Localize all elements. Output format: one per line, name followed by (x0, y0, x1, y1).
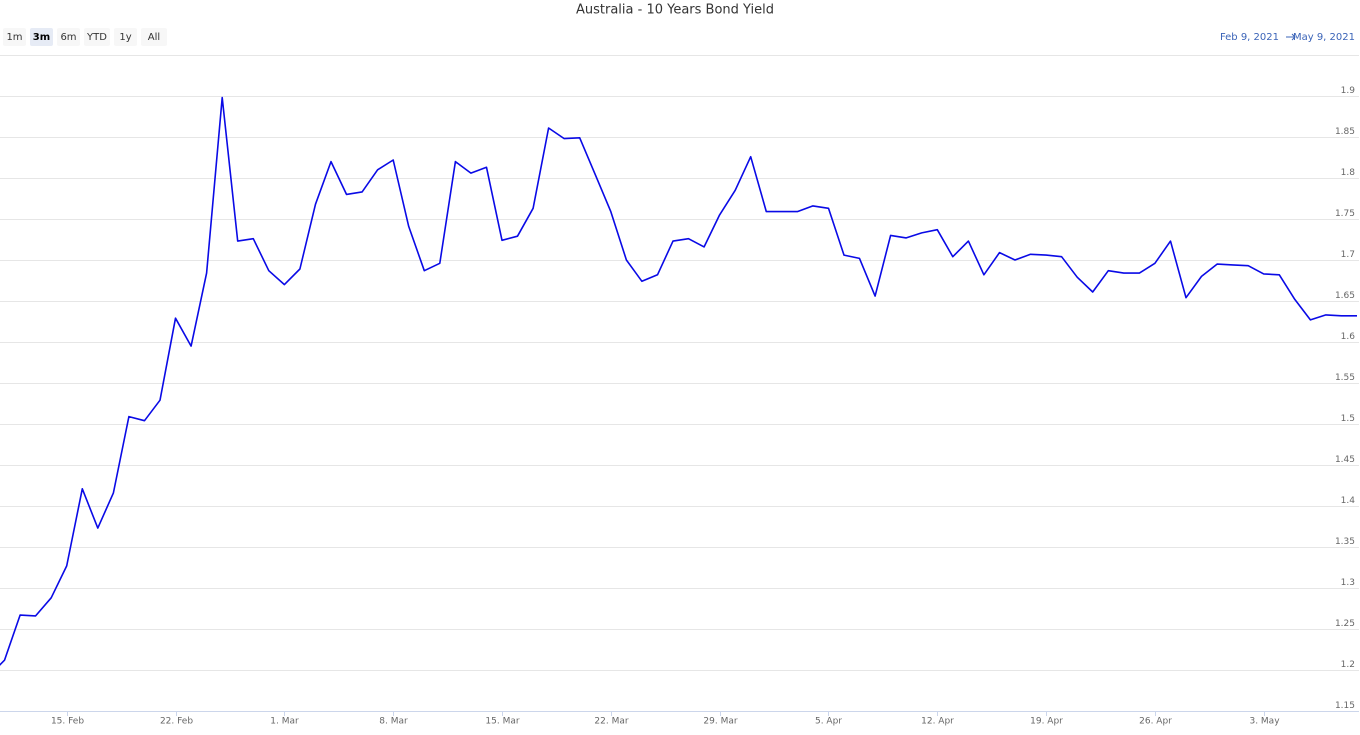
series-layer (0, 96, 1357, 666)
range-button[interactable]: 1m (3, 28, 26, 46)
date-range: Feb 9, 2021 May 9, 2021 (1220, 32, 1355, 43)
x-tick-label: 15. Mar (485, 717, 519, 727)
y-tick-label: 1.4 (1341, 496, 1356, 506)
y-tick-label: 1.45 (1335, 455, 1355, 465)
y-tick-label: 1.2 (1341, 660, 1355, 670)
range-button[interactable]: YTD (84, 28, 110, 46)
series-line (0, 96, 1357, 666)
y-tick-label: 1.5 (1341, 414, 1355, 424)
y-tick-label: 1.85 (1335, 127, 1355, 137)
range-button[interactable]: 6m (57, 28, 80, 46)
y-tick-label: 1.9 (1341, 86, 1356, 96)
x-tick-label: 26. Apr (1139, 717, 1172, 727)
button-bg (141, 28, 167, 46)
range-selector: 1m 3m 6m YTD 1y All (3, 28, 167, 46)
range-to[interactable]: May 9, 2021 (1293, 32, 1355, 43)
button-label: 1y (119, 32, 131, 43)
button-bg (3, 28, 26, 46)
y-tick-label: 1.7 (1341, 250, 1355, 260)
chart-title: Australia - 10 Years Bond Yield (576, 3, 774, 18)
y-tick-label: 1.25 (1335, 619, 1355, 629)
y-tick-label: 1.15 (1335, 701, 1355, 711)
y-tick-label: 1.65 (1335, 291, 1355, 301)
y-tick-label: 1.8 (1341, 168, 1356, 178)
y-tick-label: 1.6 (1341, 332, 1356, 342)
y-tick-label: 1.75 (1335, 209, 1355, 219)
axes: 1.15 1.2 1.25 1.3 1.35 1.4 1.45 1.5 1.55 1.6 1.65 1… (0, 86, 1359, 727)
x-tick-label: 3. May (1249, 717, 1280, 727)
button-bg (84, 28, 110, 46)
x-tick-label: 5. Apr (815, 717, 842, 727)
button-bg (30, 28, 53, 46)
button-bg (114, 28, 137, 46)
button-label: 1m (6, 32, 22, 43)
button-label: YTD (86, 32, 107, 43)
y-tick-label: 1.35 (1335, 537, 1355, 547)
button-label: All (148, 32, 160, 43)
range-button[interactable]: 1y (114, 28, 137, 46)
x-tick-label: 22. Mar (594, 717, 628, 727)
x-tick-label: 12. Apr (921, 717, 954, 727)
x-tick-label: 22. Feb (160, 717, 193, 727)
y-tick-label: 1.55 (1335, 373, 1355, 383)
y-tick-label: 1.3 (1341, 578, 1355, 588)
x-tick-label: 19. Apr (1030, 717, 1063, 727)
button-label: 3m (33, 32, 50, 43)
x-tick-label: 15. Feb (51, 717, 84, 727)
range-from[interactable]: Feb 9, 2021 (1220, 32, 1279, 43)
range-button[interactable]: 3m (30, 28, 53, 46)
button-label: 6m (60, 32, 76, 43)
x-tick-label: 1. Mar (270, 717, 299, 727)
arrow-icon (1286, 33, 1296, 41)
grid (0, 96, 1359, 712)
x-tick-label: 29. Mar (703, 717, 737, 727)
x-tick-label: 8. Mar (379, 717, 408, 727)
range-button[interactable]: All (141, 28, 167, 46)
button-bg (57, 28, 80, 46)
